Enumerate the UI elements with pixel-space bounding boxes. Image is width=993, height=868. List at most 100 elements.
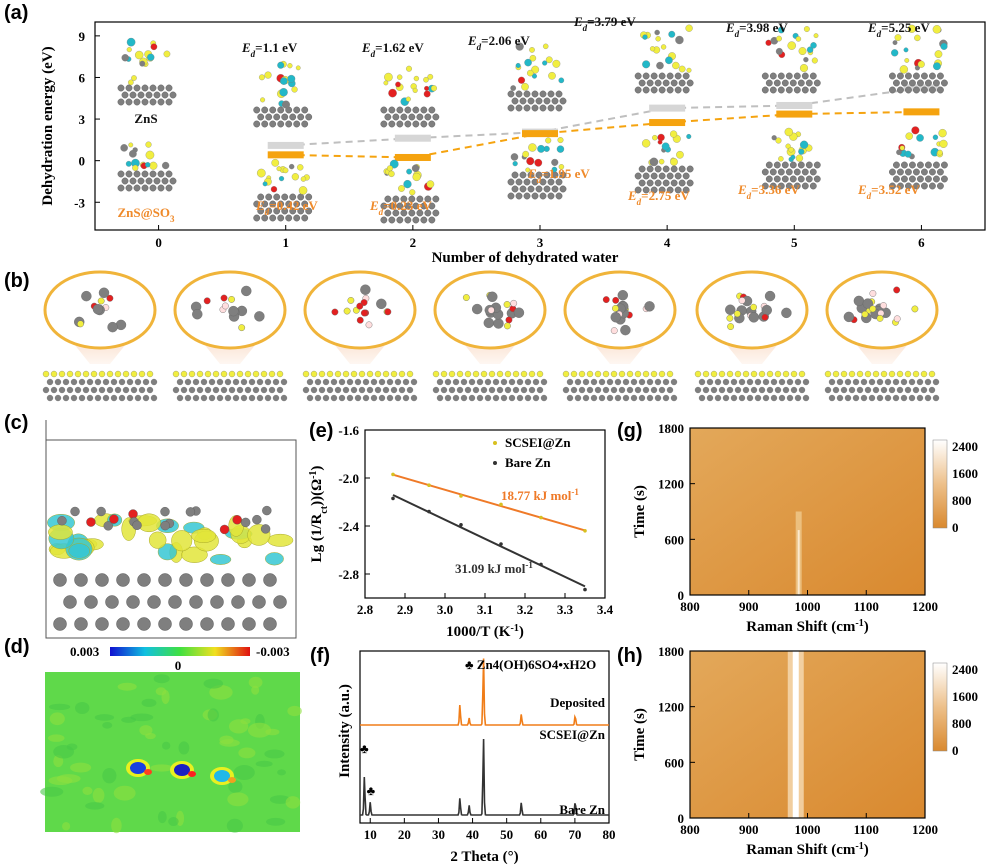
slab-atom (204, 370, 212, 378)
level-bar-zns-so3 (394, 153, 431, 161)
slab-atom (566, 394, 574, 402)
atom (788, 146, 794, 153)
surface-atom-c (103, 521, 113, 531)
atom (288, 163, 295, 170)
x-tick-label-f: 70 (568, 827, 581, 842)
slab-atom (406, 386, 414, 394)
zn-atom (289, 113, 297, 121)
atom (803, 26, 810, 32)
atom (291, 173, 299, 181)
zn-atom-c (137, 617, 151, 631)
atom (297, 164, 304, 171)
cdd-accumulation (228, 777, 236, 783)
energy-symbol: E (527, 166, 537, 181)
zn-atom (777, 182, 785, 190)
slab-atom (598, 378, 606, 386)
level-bar-zns (776, 101, 813, 109)
x-tick-label-a: 2 (410, 235, 417, 250)
x-label-close: ) (519, 624, 524, 640)
zn-atom (153, 177, 161, 185)
lens-atom (612, 304, 619, 312)
slab-atom (256, 378, 264, 386)
slab-atom (78, 378, 86, 386)
atom (521, 83, 529, 91)
slab-atom (508, 394, 516, 402)
zn-atom-c (263, 573, 277, 587)
slab-atom (706, 378, 714, 386)
zn-atom (773, 161, 781, 169)
y-label-close: ) (309, 466, 325, 471)
cdd-blob (62, 821, 71, 831)
atom (661, 142, 670, 151)
zn-atom (769, 182, 777, 190)
slab-atom (642, 370, 650, 378)
zn-atom (654, 79, 662, 87)
slab-atom (138, 370, 146, 378)
zn-atom (765, 175, 773, 183)
slab-atom (208, 378, 216, 386)
zn-atom (412, 202, 420, 210)
zn-atom (801, 168, 809, 176)
zn-atom (809, 168, 817, 176)
zn-atom (396, 120, 404, 128)
slab-atom (864, 370, 872, 378)
energy-subscript: d (265, 207, 270, 217)
y-axis-label-e: Lg (1/Rct))(Ω-1) (308, 466, 330, 563)
atom (686, 67, 692, 73)
atom (778, 156, 784, 162)
atom (810, 42, 817, 49)
slab-atom (920, 370, 928, 378)
lens-atom (893, 315, 901, 323)
zn-atom (253, 106, 261, 114)
lens-atom (853, 295, 865, 307)
zn-atom (893, 175, 900, 183)
xrd-trace-deposited (360, 658, 609, 726)
zn-atom (392, 209, 400, 217)
zn-atom (805, 161, 813, 169)
zn-atom-c (147, 595, 161, 609)
slab-atom (382, 386, 390, 394)
energy-value-zns: =5.25 eV (881, 20, 930, 35)
zn-atom (909, 175, 916, 183)
legend-label-bare: Bare Zn (505, 455, 551, 470)
zn-atom (424, 195, 432, 203)
slab-atom (650, 386, 658, 394)
zn-atom (937, 182, 944, 190)
zn-atom (801, 86, 809, 94)
slab-atom (326, 370, 334, 378)
x-tick-label-g: 1100 (854, 599, 879, 614)
slab-atom (758, 386, 766, 394)
lens-atom (343, 307, 351, 315)
atom (412, 172, 421, 182)
energy-symbol: E (867, 20, 877, 35)
zn-atom (761, 182, 769, 190)
zn-atom (551, 185, 559, 193)
energy-value-zns-so3: =3.36 eV (751, 182, 800, 197)
energy-label-zns-2: Ed=1.62 eV (361, 40, 424, 59)
zn-atom (559, 171, 567, 179)
colorbar-label-max: 0.003 (70, 644, 100, 659)
cdd-blob (150, 764, 174, 772)
slab-atom (864, 386, 872, 394)
colorbar-label-zero: 0 (175, 658, 182, 673)
atom (932, 25, 942, 34)
cdd-blob (285, 796, 301, 809)
slab-atom (346, 394, 354, 402)
cdd-blob (226, 818, 243, 833)
zn-atom (523, 178, 531, 186)
energy-label-zns-3: Ed=2.06 eV (467, 33, 530, 52)
data-point-0 (499, 502, 503, 507)
slab-atom (778, 378, 786, 386)
slab-atom (730, 394, 738, 402)
energy-subscript: d (867, 191, 872, 201)
slab-atom (358, 386, 366, 394)
zn-atom (785, 86, 793, 94)
zn-atom (511, 171, 519, 179)
zn-atom (666, 72, 674, 80)
slab-atom (330, 378, 338, 386)
zn-atom (253, 214, 261, 222)
energy-label-zns-5: Ed=3.98 eV (725, 20, 788, 39)
lens-atom (505, 316, 513, 324)
atom (641, 139, 651, 148)
zn-atom (937, 72, 944, 80)
